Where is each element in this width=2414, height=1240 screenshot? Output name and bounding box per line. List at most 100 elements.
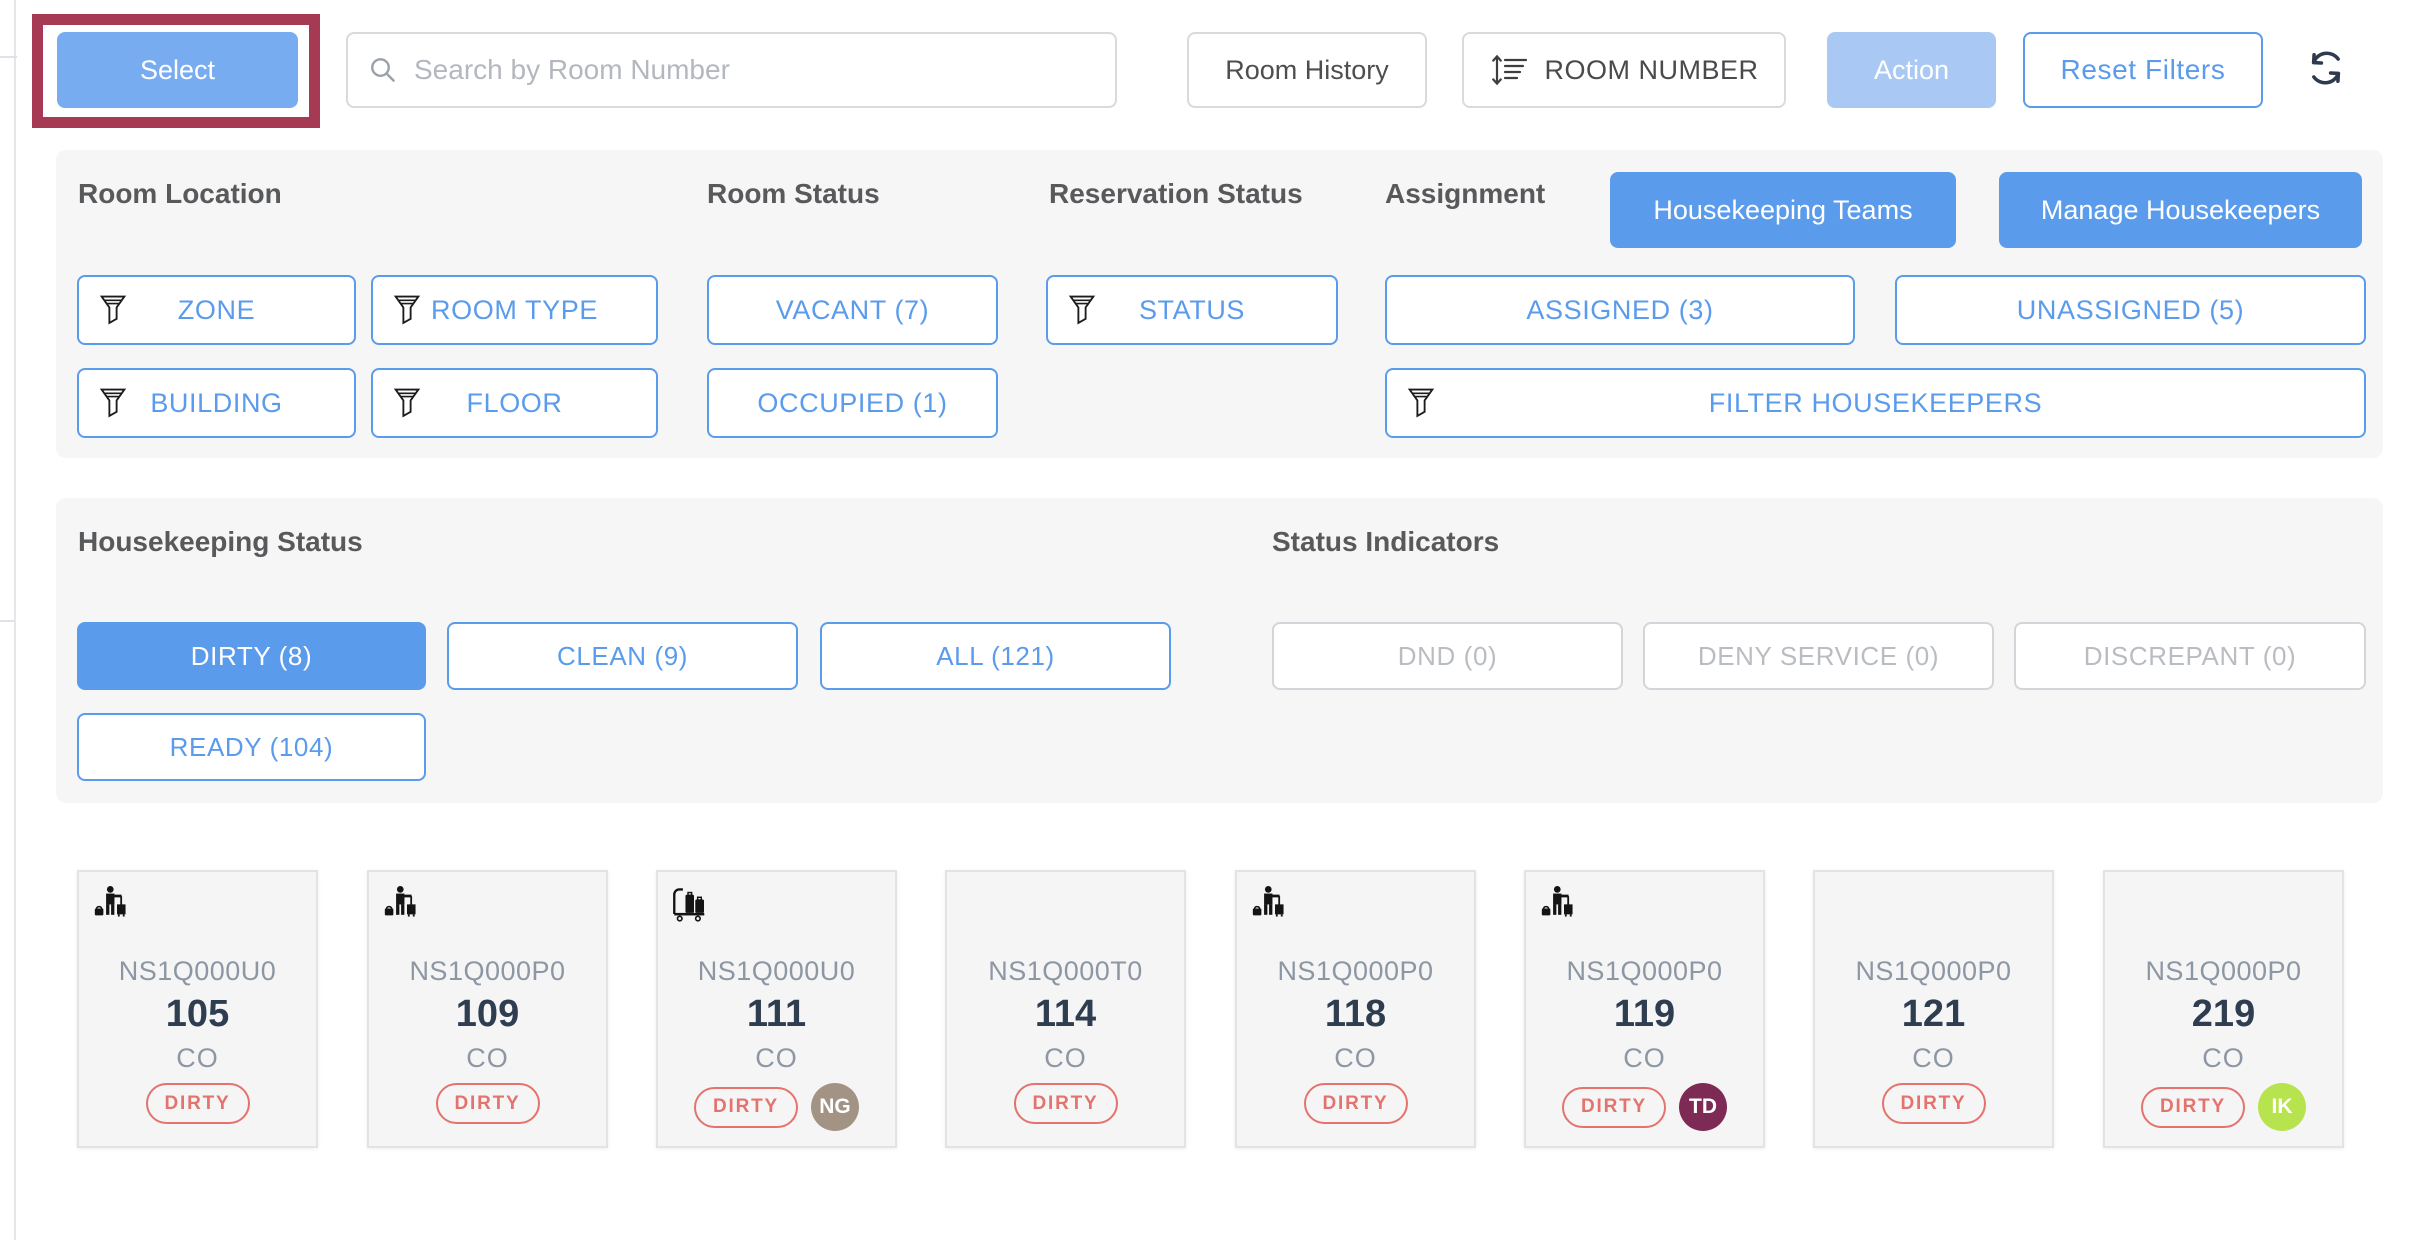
room-number: 121 xyxy=(1901,993,1966,1035)
room-type-code: NS1Q000U0 xyxy=(118,956,277,986)
filter-funnel-icon xyxy=(100,388,126,417)
reservation-status: CO xyxy=(466,1043,509,1073)
action-button[interactable]: Action xyxy=(1827,32,1996,108)
filter-funnel-icon xyxy=(394,295,420,324)
housekeeping-status-heading: Housekeeping Status xyxy=(78,526,363,557)
assignment-heading: Assignment xyxy=(1385,178,1546,209)
room-card-121[interactable]: NS1Q000P0 121 CO DIRTY xyxy=(1813,870,2054,1148)
guest-with-luggage-icon xyxy=(1252,885,1285,918)
room-number: 114 xyxy=(1034,993,1097,1035)
manage-housekeepers-button[interactable]: Manage Housekeepers xyxy=(1999,172,2362,248)
room-location-heading: Room Location xyxy=(78,178,282,209)
reset-filters-button[interactable]: Reset Filters xyxy=(2023,32,2263,108)
dirty-status-pill: DIRTY xyxy=(1562,1086,1666,1128)
room-type-code: NS1Q000U0 xyxy=(697,956,856,986)
sort-by-label: ROOM NUMBER xyxy=(1544,54,1759,85)
reservation-status: CO xyxy=(1334,1043,1377,1073)
guest-with-luggage-icon xyxy=(384,885,417,918)
vacant-filter-button[interactable]: VACANT (7) xyxy=(707,275,998,345)
dirty-status-pill: DIRTY xyxy=(1303,1083,1408,1124)
filter-funnel-icon xyxy=(1408,388,1434,417)
discrepant-filter-button[interactable]: DISCREPANT (0) xyxy=(2014,622,2366,690)
room-number: 109 xyxy=(455,993,520,1035)
all-filter-button[interactable]: ALL (121) xyxy=(820,622,1171,690)
room-card-219[interactable]: NS1Q000P0 219 CO DIRTY IK xyxy=(2103,870,2344,1148)
housekeeping-status-panel xyxy=(56,498,2383,803)
room-type-filter-label: ROOM TYPE xyxy=(431,294,598,325)
search-field-wrap xyxy=(346,32,1117,108)
filter-funnel-icon xyxy=(1069,295,1095,324)
dnd-filter-button[interactable]: DND (0) xyxy=(1272,622,1623,690)
room-number: 219 xyxy=(2191,993,2256,1035)
housekeeping-teams-button[interactable]: Housekeeping Teams xyxy=(1610,172,1956,248)
refresh-button[interactable] xyxy=(2302,45,2350,93)
reservation-status: CO xyxy=(176,1043,219,1073)
deny-service-filter-button[interactable]: DENY SERVICE (0) xyxy=(1643,622,1994,690)
reservation-status: CO xyxy=(1044,1043,1087,1073)
housekeeper-badge: TD xyxy=(1679,1083,1727,1131)
ready-filter-button[interactable]: READY (104) xyxy=(77,713,426,781)
filter-housekeepers-button[interactable]: FILTER HOUSEKEEPERS xyxy=(1385,368,2366,438)
luggage-cart-icon xyxy=(673,888,706,922)
floor-filter-label: FLOOR xyxy=(466,387,563,418)
room-card-119[interactable]: NS1Q000P0 119 CO DIRTY TD xyxy=(1524,870,1765,1148)
guest-with-luggage-icon xyxy=(1541,885,1574,918)
dirty-status-pill: DIRTY xyxy=(1881,1083,1986,1124)
dirty-status-pill: DIRTY xyxy=(2141,1086,2245,1128)
select-button[interactable]: Select xyxy=(57,32,298,108)
filter-funnel-icon xyxy=(394,388,420,417)
filter-housekeepers-label: FILTER HOUSEKEEPERS xyxy=(1708,387,2043,418)
left-edge-tick xyxy=(0,56,17,58)
room-type-code: NS1Q000P0 xyxy=(409,956,566,986)
room-type-code: NS1Q000P0 xyxy=(1566,956,1723,986)
status-indicators-heading: Status Indicators xyxy=(1272,526,1500,557)
room-type-code: NS1Q000P0 xyxy=(1855,956,2012,986)
room-type-code: NS1Q000P0 xyxy=(1277,956,1434,986)
room-card-109[interactable]: NS1Q000P0 109 CO DIRTY xyxy=(367,870,608,1148)
sort-amount-icon xyxy=(1491,54,1527,86)
reservation-status: CO xyxy=(1623,1043,1666,1073)
dirty-status-pill: DIRTY xyxy=(1013,1083,1118,1124)
room-number: 118 xyxy=(1324,993,1387,1035)
room-card-105[interactable]: NS1Q000U0 105 CO DIRTY xyxy=(77,870,318,1148)
guest-with-luggage-icon xyxy=(94,885,127,918)
room-number: 111 xyxy=(746,993,807,1035)
floor-filter-button[interactable]: FLOOR xyxy=(371,368,658,438)
status-filter-label: STATUS xyxy=(1138,294,1246,325)
room-type-filter-button[interactable]: ROOM TYPE xyxy=(371,275,658,345)
room-number: 105 xyxy=(165,993,230,1035)
assigned-filter-button[interactable]: ASSIGNED (3) xyxy=(1385,275,1855,345)
room-card-111[interactable]: NS1Q000U0 111 CO DIRTY NG xyxy=(656,870,897,1148)
room-history-button[interactable]: Room History xyxy=(1187,32,1427,108)
left-edge-tick xyxy=(0,620,15,622)
reservation-status: CO xyxy=(755,1043,798,1073)
room-number: 119 xyxy=(1613,993,1676,1035)
dirty-status-pill: DIRTY xyxy=(435,1083,540,1124)
left-edge-divider xyxy=(14,0,16,1240)
status-filter-button[interactable]: STATUS xyxy=(1046,275,1338,345)
room-card-118[interactable]: NS1Q000P0 118 CO DIRTY xyxy=(1235,870,1476,1148)
search-icon xyxy=(371,58,395,82)
unassigned-filter-button[interactable]: UNASSIGNED (5) xyxy=(1895,275,2366,345)
occupied-filter-button[interactable]: OCCUPIED (1) xyxy=(707,368,998,438)
zone-filter-button[interactable]: ZONE xyxy=(77,275,356,345)
search-input[interactable] xyxy=(346,32,1117,108)
sort-by-dropdown[interactable]: ROOM NUMBER xyxy=(1462,32,1786,108)
building-filter-label: BUILDING xyxy=(150,387,283,418)
refresh-icon xyxy=(2311,51,2341,85)
room-card-114[interactable]: NS1Q000T0 114 CO DIRTY xyxy=(945,870,1186,1148)
filter-funnel-icon xyxy=(100,295,126,324)
dirty-status-pill: DIRTY xyxy=(145,1083,250,1124)
reservation-status: CO xyxy=(1912,1043,1955,1073)
housekeeper-badge: IK xyxy=(2258,1083,2306,1131)
room-type-code: NS1Q000T0 xyxy=(988,956,1143,986)
reservation-status: CO xyxy=(2202,1043,2245,1073)
dirty-filter-button[interactable]: DIRTY (8) xyxy=(77,622,426,690)
room-type-code: NS1Q000P0 xyxy=(2145,956,2302,986)
building-filter-button[interactable]: BUILDING xyxy=(77,368,356,438)
dirty-status-pill: DIRTY xyxy=(694,1086,798,1128)
reservation-status-heading: Reservation Status xyxy=(1049,178,1303,209)
room-status-heading: Room Status xyxy=(707,178,880,209)
clean-filter-button[interactable]: CLEAN (9) xyxy=(447,622,798,690)
